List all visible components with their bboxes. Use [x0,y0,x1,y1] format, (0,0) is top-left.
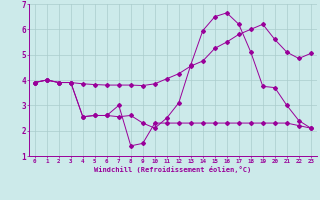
X-axis label: Windchill (Refroidissement éolien,°C): Windchill (Refroidissement éolien,°C) [94,166,252,173]
